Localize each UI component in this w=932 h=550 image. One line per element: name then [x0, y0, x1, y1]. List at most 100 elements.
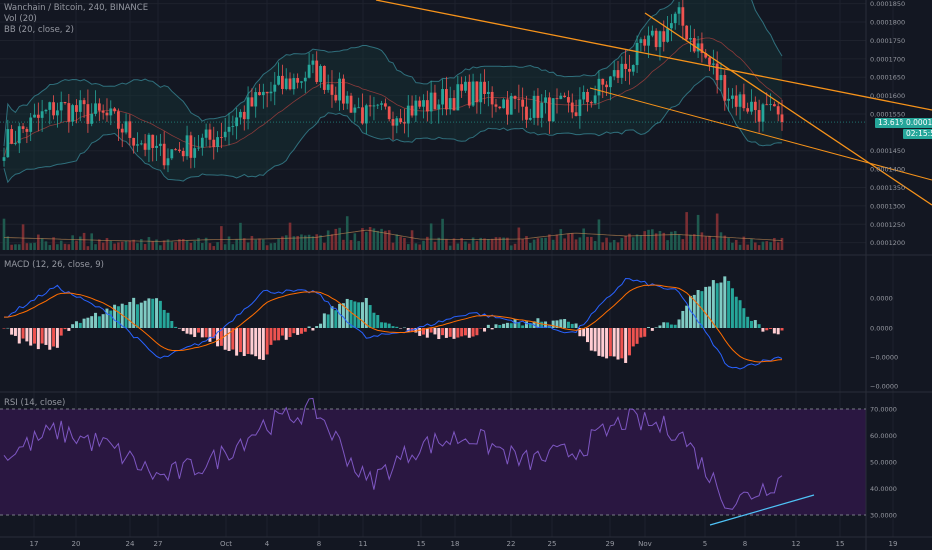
candle-body [90, 113, 94, 124]
candle-body [582, 91, 586, 100]
volume-bar [654, 233, 658, 250]
macd-histogram-bar [509, 323, 513, 328]
macd-histogram-bar [269, 328, 273, 345]
volume-bar [715, 213, 719, 250]
candle-body [578, 99, 582, 116]
price-axis-label: 0.0001650 [870, 74, 905, 82]
price-axis-label: 0.0001600 [870, 92, 905, 100]
macd-histogram-bar [677, 319, 681, 328]
candle-body [502, 99, 505, 109]
macd-legend[interactable]: MACD (12, 26, close, 9) [4, 260, 104, 270]
macd-histogram-bar [399, 328, 403, 329]
volume-bar [746, 244, 749, 250]
volume-bar [418, 244, 421, 250]
candle-body [437, 104, 441, 110]
candle-body [776, 106, 780, 115]
candle-body [25, 128, 29, 132]
candle-body [326, 84, 330, 90]
candle-body [21, 126, 25, 129]
macd-histogram-bar [197, 328, 200, 333]
macd-histogram-bar [185, 328, 189, 334]
trendline-channel [589, 87, 932, 181]
macd-histogram-bar [322, 313, 326, 328]
volume-bar [17, 244, 21, 250]
candle-body [731, 95, 734, 99]
volume-bar [201, 243, 204, 250]
candle-body [33, 114, 36, 118]
candle-body [742, 94, 746, 109]
volume-bar [303, 235, 307, 250]
volume-bar [456, 243, 460, 250]
macd-histogram-bar [753, 320, 757, 328]
candle-body [631, 65, 635, 72]
candle-body [559, 95, 563, 100]
volume-bar [628, 233, 631, 250]
macd-histogram-bar [40, 328, 44, 344]
candle-body [372, 105, 376, 107]
candle-body [429, 92, 433, 112]
trendlines[interactable] [375, 0, 932, 206]
volume-bar [452, 238, 456, 250]
candle-body [761, 104, 765, 122]
macd-histogram-bar [90, 316, 94, 328]
signal-line [4, 284, 783, 363]
macd-histogram-bar [551, 320, 555, 328]
volume-bar [513, 243, 517, 250]
volume-bar [635, 234, 639, 250]
candle-body [677, 7, 681, 14]
candle-body [109, 108, 113, 116]
volume-bar [590, 236, 593, 250]
volume-bar [162, 240, 166, 250]
macd-histogram-bar [711, 280, 715, 328]
price-axis-label: 0.0001350 [870, 184, 905, 192]
volume-bar [670, 231, 673, 250]
volume-bar [155, 239, 158, 250]
macd-histogram-bar [151, 298, 155, 328]
price-axis-label: 0.0001250 [870, 221, 905, 229]
volume-bar [559, 229, 563, 250]
volume-bar [265, 245, 269, 250]
volume-bar [90, 233, 94, 250]
candle-body [700, 43, 704, 53]
macd-histogram-bar [574, 323, 578, 328]
volume-bar [612, 240, 616, 250]
candle-body [624, 63, 628, 69]
candle-body [14, 143, 17, 145]
candle-body [506, 99, 509, 115]
price-axis-label: 0.0001200 [870, 239, 905, 247]
candle-body [71, 105, 75, 122]
volume-bar [67, 244, 71, 250]
volume-bar [624, 235, 627, 250]
volume-bar [506, 237, 509, 250]
macd-histogram-bar [128, 301, 132, 328]
macd-histogram-bar [433, 328, 437, 335]
candle-body [765, 104, 769, 106]
macd-histogram-bar [235, 328, 239, 356]
volume-bar [174, 242, 177, 250]
price-axis[interactable]: 0.0001850 0.0001800 0.0001750 0.0001700 0.00… [870, 0, 905, 519]
candle-body [158, 143, 162, 146]
macd-histogram-bar [696, 290, 700, 328]
candle-body [170, 149, 174, 159]
macd-histogram-bar [650, 328, 654, 331]
volume-bar [681, 239, 685, 250]
macd-histogram-bar [78, 322, 82, 328]
trendline-steep [644, 12, 932, 206]
macd-histogram-bar [719, 282, 723, 328]
volume-bar [387, 230, 391, 250]
rsi-legend[interactable]: RSI (14, close) [4, 398, 66, 408]
macd-histogram-bar [280, 328, 284, 336]
macd-histogram-bar [708, 286, 712, 328]
macd-histogram-bar [780, 328, 784, 331]
candle-body [223, 131, 227, 138]
volume-bar [128, 240, 132, 250]
macd-histogram-bar [559, 319, 563, 328]
time-axis[interactable]: 17 20 24 27 Oct 4 8 11 15 18 22 25 29 Nov 5 8 12 15 19 [30, 540, 898, 548]
volume-bar [658, 230, 662, 250]
candle-body [117, 111, 120, 129]
candle-body [567, 97, 570, 103]
volume-bar [82, 232, 86, 250]
price-legend[interactable]: Wanchain / Bitcoin, 240, BINANCE Vol (20… [4, 3, 148, 36]
